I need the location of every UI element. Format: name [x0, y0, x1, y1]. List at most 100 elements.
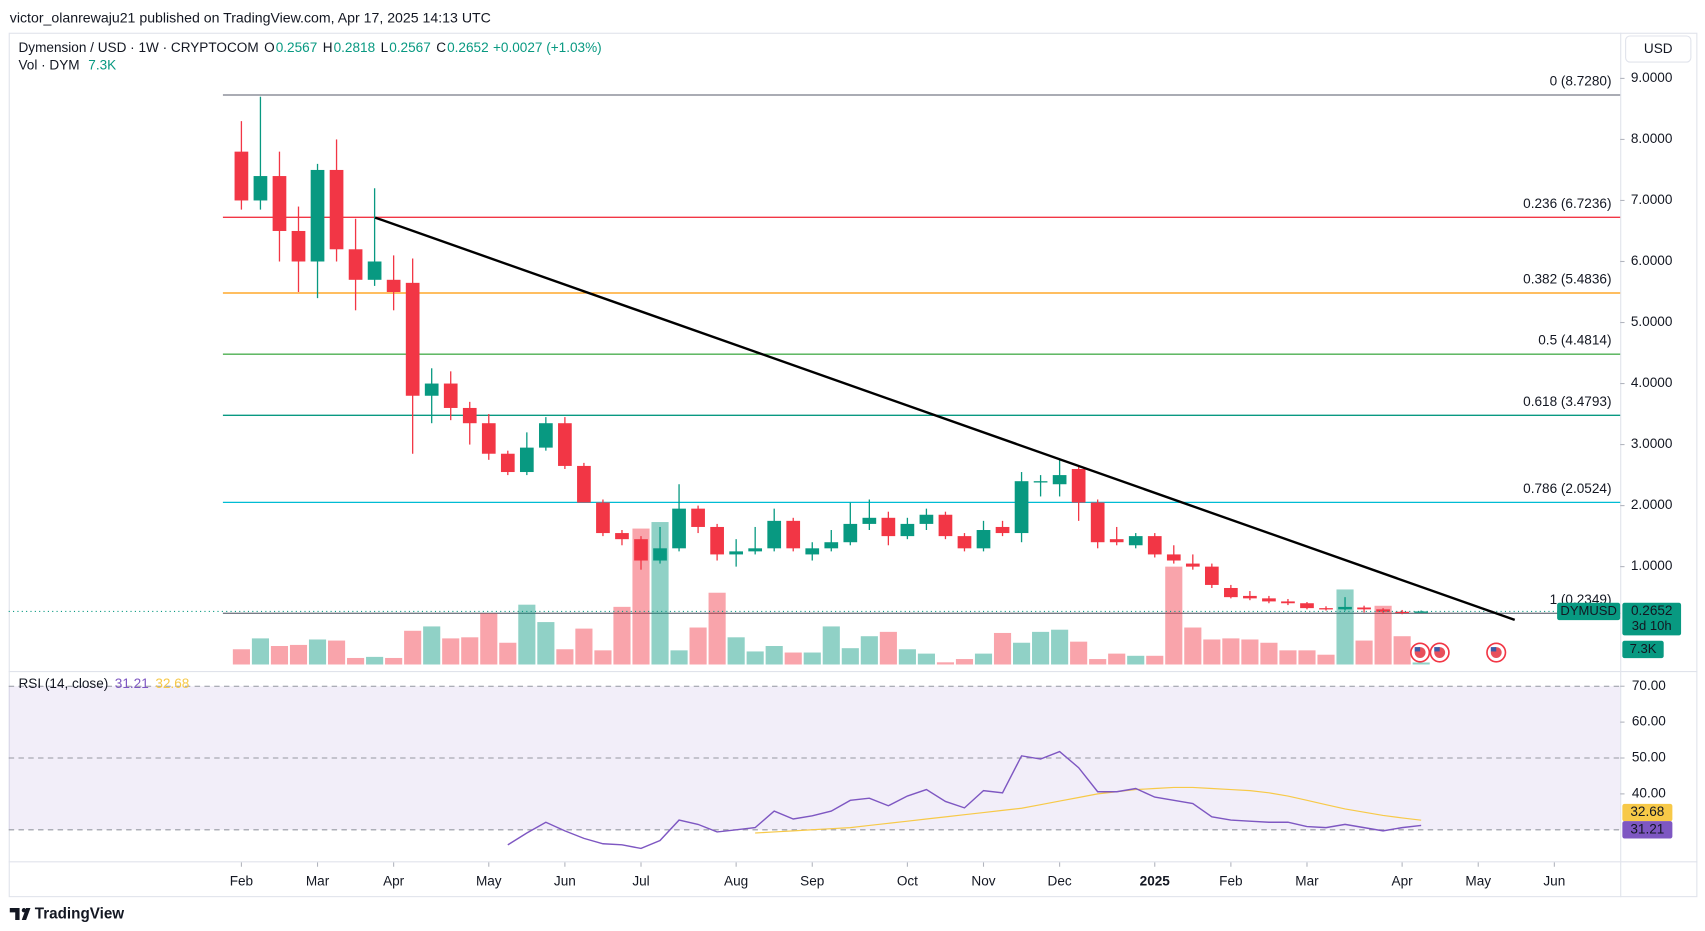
- volume-bar: [822, 626, 840, 665]
- time-tick-label: Jul: [632, 874, 649, 889]
- rsi-tag-text: 32.68: [1630, 804, 1664, 819]
- candle-body: [1395, 611, 1409, 614]
- candle-body: [234, 151, 249, 201]
- time-tick-label: Nov: [971, 874, 995, 889]
- candle-body: [1128, 536, 1143, 546]
- countdown-text: 3d 10h: [1632, 618, 1672, 633]
- rsi-tag: [1622, 821, 1673, 839]
- plot: Dymension / USD · 1W · CRYPTOCOM O0.2567 H…: [8, 40, 1682, 889]
- volume-bar: [955, 659, 974, 665]
- fib-label: 0 (8.7280): [1550, 74, 1612, 89]
- candle-body: [558, 423, 572, 466]
- rsi-tick-label: 70.00: [1632, 678, 1666, 693]
- volume-bar: [708, 592, 726, 665]
- rsi-tick-label: 50.00: [1632, 750, 1666, 765]
- time-tick-label: Aug: [724, 874, 748, 889]
- volume-bar: [784, 652, 802, 665]
- volume-bar: [1127, 655, 1145, 665]
- volume-bar: [327, 640, 346, 665]
- candle-body: [1224, 587, 1238, 598]
- time-tick-label: Oct: [897, 874, 918, 889]
- volume-bar: [289, 644, 308, 665]
- volume-bar: [670, 650, 688, 665]
- currency[interactable]: USD: [1644, 41, 1673, 56]
- price-tick-label: 2.0000: [1631, 497, 1673, 512]
- volume-bar: [251, 638, 270, 665]
- volume-bar: [232, 649, 250, 665]
- time-tick-label: Sep: [800, 874, 824, 889]
- candle-body: [1357, 607, 1371, 610]
- volume-bar: [1374, 605, 1392, 665]
- logo-dot: [21, 908, 27, 913]
- candle-body: [767, 520, 782, 549]
- candle-body: [596, 502, 610, 534]
- event-flag-canton: [1490, 647, 1497, 652]
- candle-body: [710, 526, 724, 555]
- currency-box[interactable]: [1625, 35, 1692, 63]
- candle-body: [900, 523, 915, 537]
- price-tick-label: 5.0000: [1631, 314, 1673, 329]
- volume-bar: [1298, 650, 1316, 665]
- candle-body: [1204, 566, 1219, 585]
- volume-tag: [1622, 640, 1664, 659]
- candle-body: [672, 508, 686, 549]
- event-flag-canton: [1434, 647, 1440, 652]
- rsi-tag: [1622, 803, 1673, 822]
- fib-label: 0.786 (2.0524): [1523, 481, 1611, 496]
- candle-body: [1109, 539, 1124, 543]
- price-tick-label: 7.0000: [1631, 192, 1673, 207]
- candle-body: [1376, 609, 1390, 612]
- volume-bar: [1146, 655, 1164, 665]
- event-flag-canton: [1414, 647, 1421, 652]
- volume-bar: [1108, 653, 1126, 665]
- volume-bar: [518, 604, 536, 665]
- price-tick-label: 6.0000: [1631, 253, 1673, 268]
- candle-body: [462, 407, 477, 424]
- candle-body: [653, 548, 667, 561]
- time-tick-label: Apr: [1392, 874, 1414, 889]
- volume-bar: [1012, 642, 1031, 665]
- candle-body: [691, 508, 705, 527]
- volume-bar: [917, 653, 935, 665]
- price-tag: [1622, 602, 1682, 636]
- volume-bar: [1241, 639, 1259, 665]
- volume-bar: [1222, 638, 1240, 665]
- volume-bar: [1203, 639, 1221, 665]
- volume-bar: [366, 656, 384, 665]
- candle-body: [348, 249, 363, 280]
- candle-body: [1262, 598, 1276, 602]
- volume-bar: [347, 657, 365, 665]
- ohlc-label: C: [436, 40, 446, 55]
- volume-bar: [689, 627, 707, 665]
- candle-body: [1338, 606, 1352, 610]
- time-tick-label: Jun: [1543, 874, 1565, 889]
- ohlc-label: L: [381, 40, 389, 55]
- volume-bar: [480, 613, 498, 665]
- volume-tag-text: 7.3K: [1630, 641, 1657, 656]
- volume-bar: [841, 648, 859, 665]
- time-tick-label: May: [476, 874, 502, 889]
- volume-bar: [1279, 650, 1297, 665]
- candle-body: [1185, 563, 1200, 567]
- candle-body: [1033, 481, 1048, 483]
- candle-body: [729, 551, 743, 555]
- rsi-line: [507, 750, 1422, 850]
- rsi-tag-text: 31.21: [1630, 821, 1664, 836]
- candle-body: [615, 533, 629, 540]
- candle-body: [938, 514, 953, 537]
- time-tick-label: Mar: [306, 874, 330, 889]
- candle-body: [1243, 595, 1257, 599]
- candle-body: [843, 523, 858, 543]
- candle-body: [1071, 468, 1086, 503]
- volume-title: Vol · DYM: [18, 57, 79, 72]
- time-tick-label: Dec: [1048, 874, 1072, 889]
- candle-body: [824, 542, 839, 549]
- candle-body: [919, 514, 934, 524]
- volume-bar: [1032, 631, 1050, 665]
- candle-body: [272, 176, 287, 231]
- volume-bar: [442, 638, 460, 665]
- rsi-tick-label: 40.00: [1632, 785, 1666, 800]
- rsi-ma-line: [755, 786, 1422, 834]
